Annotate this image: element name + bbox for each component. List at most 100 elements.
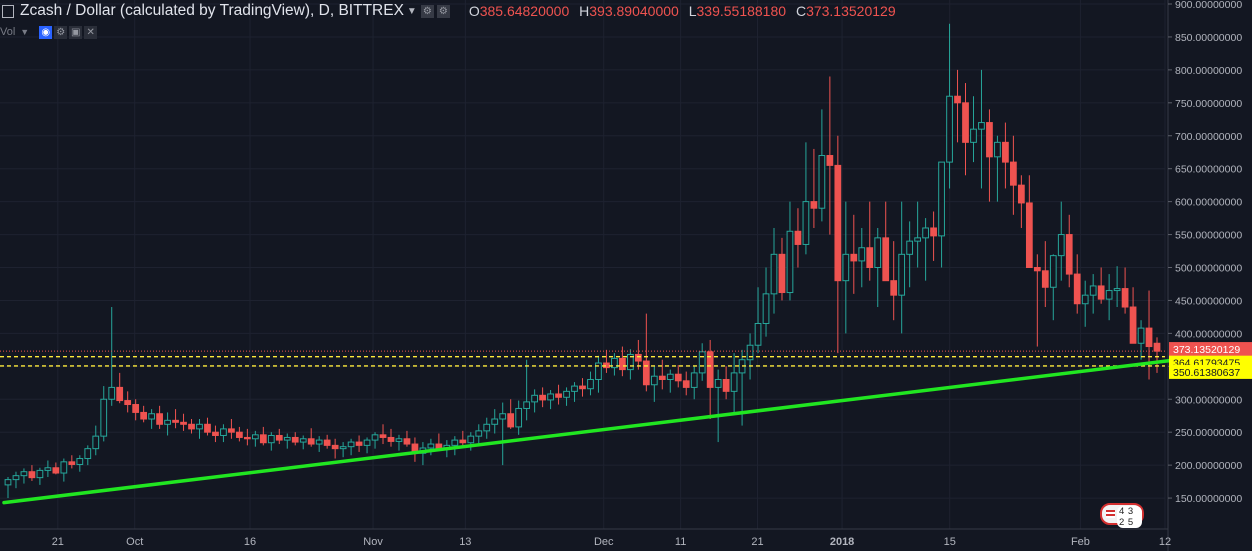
- candle-body: [395, 438, 403, 442]
- time-tick-label: 21: [52, 536, 64, 548]
- candle-body: [882, 237, 890, 282]
- time-tick-label: Feb: [1071, 536, 1090, 548]
- candle-body: [451, 439, 459, 446]
- symbol-list-icon[interactable]: [2, 4, 14, 18]
- price-tick-label: 700.00000000: [1175, 131, 1242, 143]
- candle-body: [1017, 184, 1025, 204]
- candle-body: [1153, 342, 1161, 352]
- candle-body: [619, 357, 626, 371]
- candle-body: [291, 436, 299, 443]
- price-tick-label: 750.00000000: [1175, 98, 1242, 110]
- price-tick-label: 650.00000000: [1175, 164, 1242, 176]
- price-tick-label: 900.00000000: [1175, 0, 1242, 11]
- badge-count: 4 3 2 5: [1117, 506, 1142, 528]
- candle-body: [435, 443, 443, 449]
- notification-badge[interactable]: 4 3 2 5: [1100, 503, 1144, 528]
- low-value: 339.55188180: [696, 3, 787, 19]
- time-tick-label: 15: [944, 536, 956, 548]
- candle-body: [499, 413, 507, 420]
- candle-body: [770, 253, 778, 295]
- price-label-box: [1169, 342, 1252, 357]
- candle-body: [906, 240, 914, 255]
- candle-body: [794, 230, 802, 245]
- candle-body: [28, 471, 36, 479]
- time-tick-label: 16: [244, 536, 256, 548]
- candle-body: [323, 439, 331, 446]
- candle-body: [307, 438, 315, 445]
- candle-body: [347, 441, 355, 448]
- candle-body: [1097, 285, 1105, 300]
- candle-body: [642, 360, 650, 386]
- candle-body: [196, 423, 203, 430]
- candle-body: [1057, 234, 1065, 257]
- symbol-title[interactable]: Zcash / Dollar (calculated by TradingVie…: [20, 2, 404, 19]
- close-icon[interactable]: ✕: [84, 25, 98, 39]
- candle-body: [387, 436, 395, 442]
- candle-body: [259, 434, 267, 444]
- candle-body: [1105, 290, 1113, 300]
- candle-body: [275, 434, 283, 441]
- delete-icon[interactable]: ▣: [69, 25, 83, 39]
- candle-body: [475, 430, 483, 437]
- high-label: H: [579, 3, 590, 19]
- candle-body: [1113, 288, 1121, 292]
- candle-body: [92, 435, 100, 450]
- price-label-text: 350.61380637: [1173, 367, 1240, 379]
- ohlc-readout: O385.64820000 H393.89040000 L339.5518818…: [463, 3, 896, 19]
- candle-body: [204, 423, 211, 433]
- candle-body: [531, 394, 538, 403]
- candle-body: [1002, 141, 1009, 163]
- volume-label[interactable]: Vol: [0, 26, 16, 38]
- time-tick-label: 12: [1159, 536, 1171, 548]
- candle-body: [156, 413, 163, 425]
- candle-body: [914, 237, 922, 242]
- candle-body: [4, 479, 12, 486]
- candle-body: [148, 413, 155, 420]
- candle-body: [994, 141, 1001, 158]
- candle-body: [52, 467, 60, 474]
- candle-body: [547, 393, 554, 401]
- candle-body: [267, 434, 275, 444]
- more-icon[interactable]: ⚙: [436, 4, 450, 18]
- high-value: 393.89040000: [589, 3, 679, 19]
- eye-icon[interactable]: ◉: [39, 25, 53, 39]
- settings-icon[interactable]: ⚙: [54, 25, 68, 39]
- candle-body: [898, 253, 906, 296]
- settings-icon[interactable]: ⚙: [420, 4, 434, 18]
- candle-body: [339, 446, 347, 450]
- chevron-down-icon[interactable]: ▼: [20, 27, 30, 37]
- candle-body: [754, 322, 762, 346]
- candle-body: [84, 448, 92, 460]
- candle-body: [922, 227, 929, 239]
- candle-body: [1089, 285, 1097, 296]
- chevron-down-icon[interactable]: ▼: [406, 5, 417, 17]
- candle-body: [587, 378, 594, 390]
- candle-body: [786, 230, 794, 294]
- candle-body: [1033, 267, 1041, 272]
- flag-icon: [1106, 510, 1115, 518]
- candle-body: [1025, 202, 1033, 269]
- candle-body: [658, 375, 666, 380]
- candle-body: [315, 439, 323, 445]
- candle-body: [331, 444, 339, 450]
- candle-body: [76, 458, 84, 465]
- time-tick-label: 13: [459, 536, 471, 548]
- candle-body: [858, 247, 866, 262]
- price-tick-label: 600.00000000: [1175, 197, 1242, 209]
- candle-body: [539, 394, 546, 401]
- candle-body: [571, 385, 578, 392]
- candle-body: [634, 353, 642, 362]
- candle-body: [834, 164, 842, 282]
- candle-body: [1081, 294, 1089, 305]
- candle-body: [236, 431, 243, 438]
- candle-body: [243, 436, 251, 440]
- open-value: 385.64820000: [479, 3, 570, 19]
- close-value: 373.13520129: [806, 3, 896, 19]
- candle-body: [802, 201, 810, 245]
- candle-body: [491, 418, 499, 425]
- price-tick-label: 800.00000000: [1175, 65, 1242, 77]
- candle-body: [595, 362, 602, 380]
- candle-body: [299, 438, 307, 443]
